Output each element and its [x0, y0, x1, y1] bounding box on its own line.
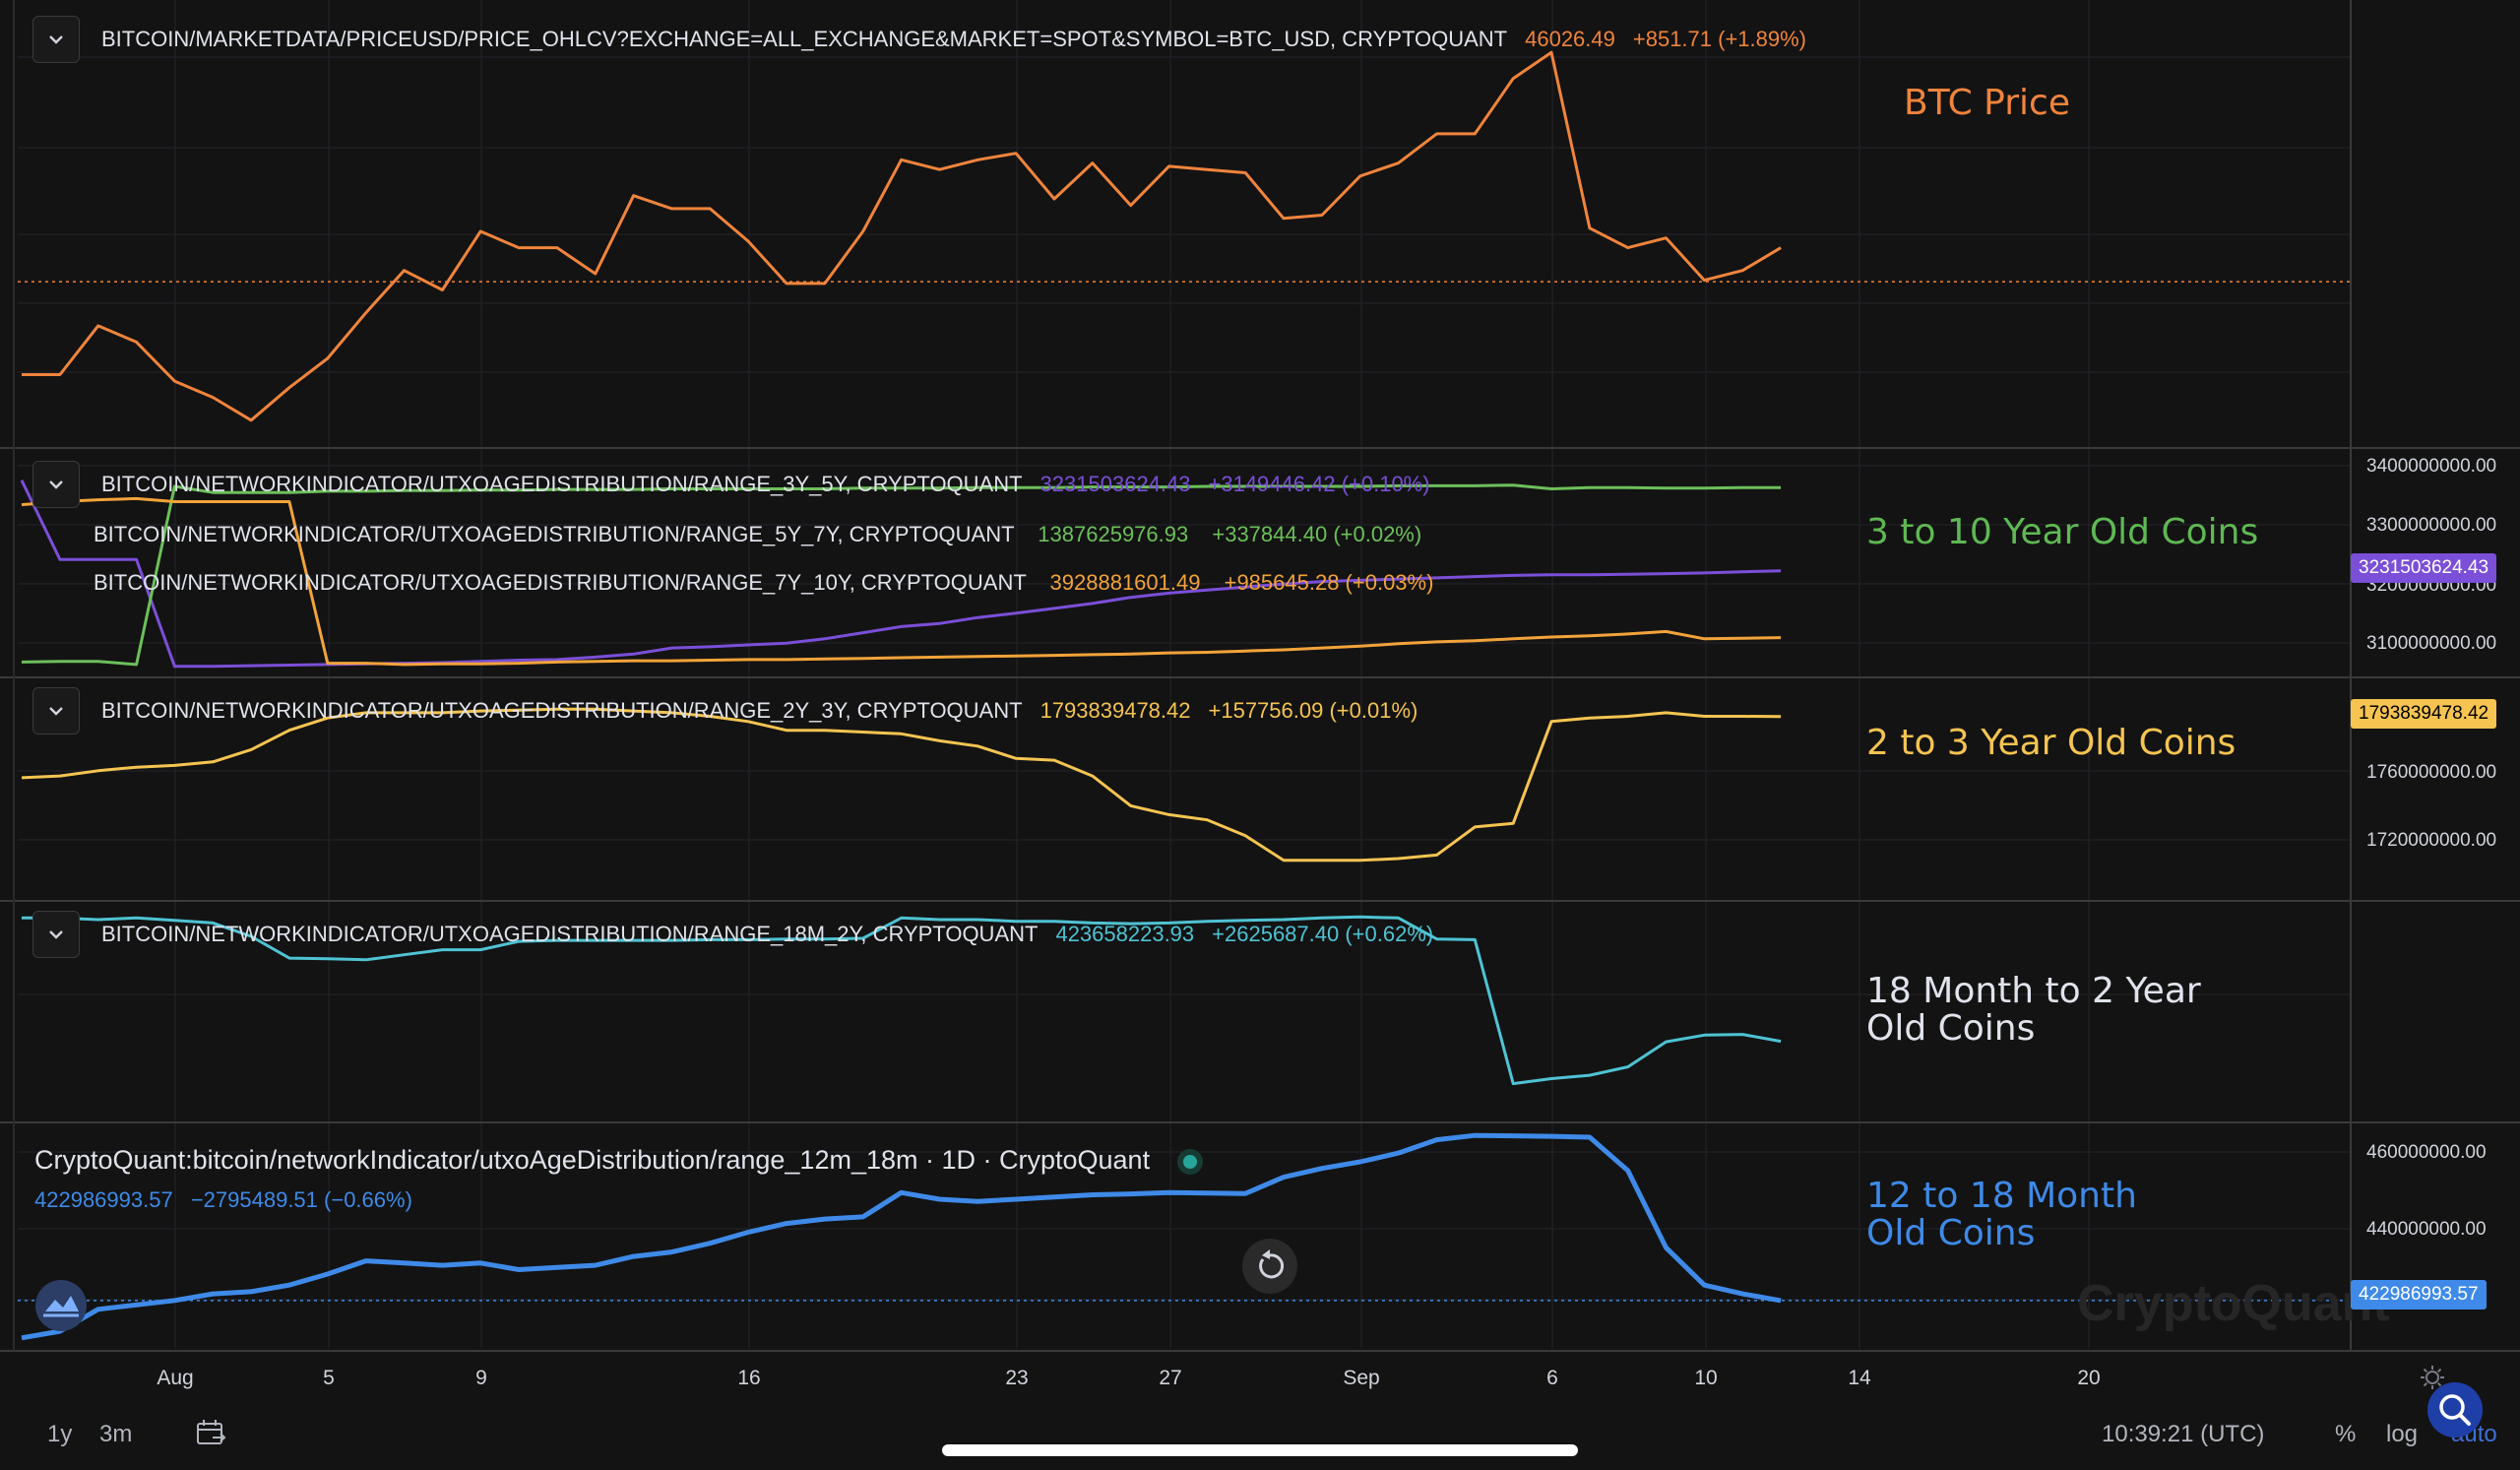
- home-indicator: [942, 1444, 1578, 1456]
- x-tick: 10: [1694, 1367, 1718, 1389]
- m12-18-legend-title: CryptoQuant:bitcoin/networkIndicator/utx…: [34, 1145, 1203, 1176]
- range-5y-7y-value: 1387625976.93: [1038, 522, 1189, 546]
- range-12m-18m-line: [21, 1132, 1782, 1341]
- range-12m-18m-label: CryptoQuant:bitcoin/networkIndicator/utx…: [34, 1145, 1151, 1175]
- range-3y-5y-value: 3231503624.43: [1040, 472, 1191, 496]
- range-18m-2y-label: BITCOIN/NETWORKINDICATOR/UTXOAGEDISTRIBU…: [101, 922, 1039, 946]
- m18-2y-pane-title: 18 Month to 2 Year Old Coins: [1866, 971, 2201, 1049]
- range-2y-3y-change: +157756.09 (+0.01%): [1208, 698, 1418, 723]
- x-tick: 9: [475, 1367, 487, 1389]
- last-value-badge: 422986993.57: [2351, 1280, 2487, 1310]
- x-tick: 23: [1005, 1367, 1029, 1389]
- range-3y-5y-label: BITCOIN/NETWORKINDICATOR/UTXOAGEDISTRIBU…: [101, 472, 1023, 496]
- range-7y-10y-value: 3928881601.49: [1049, 570, 1201, 595]
- range-12m-18m-change: −2795489.51 (−0.66%): [190, 1187, 412, 1212]
- axis-tick: 3400000000.00: [2366, 456, 2497, 477]
- m18-2y-collapse-button[interactable]: [32, 911, 80, 958]
- x-tick: Sep: [1343, 1367, 1380, 1389]
- old-coins-line-2: [21, 483, 1782, 667]
- btc-pane-title: BTC Price: [1904, 83, 2070, 123]
- range-18m-2y-line: [22, 915, 1782, 1086]
- calendar-range-icon[interactable]: [195, 1418, 228, 1447]
- btc-series-label: BITCOIN/MARKETDATA/PRICEUSD/PRICE_OHLCV?…: [101, 27, 1508, 51]
- range-7y-10y-change: +985645.28 (+0.03%): [1224, 570, 1434, 595]
- range-7y-10y-label: BITCOIN/NETWORKINDICATOR/UTXOAGEDISTRIBU…: [94, 570, 1027, 595]
- x-tick: 14: [1848, 1367, 1871, 1389]
- percent-scale-button[interactable]: %: [2335, 1421, 2357, 1447]
- range-2y-3y-line: [21, 707, 1782, 863]
- axis-tick: 440000000.00: [2366, 1219, 2487, 1240]
- old-coins-line-3: [21, 496, 1782, 667]
- x-tick: 20: [2077, 1367, 2101, 1389]
- two-three-pane-title: 2 to 3 Year Old Coins: [1866, 723, 2236, 763]
- reset-icon[interactable]: [1242, 1239, 1297, 1294]
- market-status-icon: [1176, 1148, 1203, 1175]
- btc-series-value: 46026.49: [1525, 27, 1615, 51]
- x-tick: 16: [737, 1367, 761, 1389]
- chevron-down-icon: [49, 930, 63, 939]
- cryptoquant-watermark: CryptoQuant: [2077, 1275, 2390, 1332]
- range-18m-2y-value: 423658223.93: [1055, 922, 1195, 946]
- old-coins-line-1: [20, 479, 1782, 669]
- range-3m-button[interactable]: 3m: [99, 1421, 133, 1447]
- range-18m-2y-change: +2625687.40 (+0.62%): [1212, 922, 1434, 946]
- old-coins-legend-row-3: BITCOIN/NETWORKINDICATOR/UTXOAGEDISTRIBU…: [94, 570, 1433, 596]
- range-3y-5y-change: +3149446.42 (+0.10%): [1208, 472, 1430, 496]
- two-three-legend: BITCOIN/NETWORKINDICATOR/UTXOAGEDISTRIBU…: [32, 687, 1418, 735]
- last-value-badge: 3231503624.43: [2351, 553, 2497, 583]
- range-2y-3y-value: 1793839478.42: [1040, 698, 1191, 723]
- m12-18-legend-values: 422986993.57 −2795489.51 (−0.66%): [34, 1187, 412, 1213]
- btc-series-change: +851.71 (+1.89%): [1632, 27, 1807, 51]
- old-coins-legend-row-1: BITCOIN/NETWORKINDICATOR/UTXOAGEDISTRIBU…: [32, 461, 1430, 508]
- old-coins-legend-row-2: BITCOIN/NETWORKINDICATOR/UTXOAGEDISTRIBU…: [94, 522, 1421, 547]
- btc-legend: BITCOIN/MARKETDATA/PRICEUSD/PRICE_OHLCV?…: [32, 16, 1806, 63]
- axis-tick: 3100000000.00: [2366, 633, 2497, 654]
- x-tick: 5: [323, 1367, 335, 1389]
- log-scale-button[interactable]: log: [2386, 1421, 2419, 1447]
- range-5y-7y-change: +337844.40 (+0.02%): [1212, 522, 1422, 546]
- btc-price-line: [22, 50, 1782, 422]
- x-tick: Aug: [157, 1367, 194, 1389]
- last-value-badge: 1793839478.42: [2351, 699, 2497, 729]
- x-tick: 6: [1546, 1367, 1558, 1389]
- axis-tick: 1760000000.00: [2366, 762, 2497, 783]
- search-icon[interactable]: [2427, 1382, 2483, 1438]
- axis-tick: 1720000000.00: [2366, 830, 2497, 851]
- chevron-down-icon: [49, 707, 63, 716]
- old-coins-collapse-button[interactable]: [32, 461, 80, 508]
- axis-tick: 3300000000.00: [2366, 515, 2497, 536]
- old-coins-pane-title: 3 to 10 Year Old Coins: [1866, 512, 2259, 552]
- range-1y-button[interactable]: 1y: [47, 1421, 73, 1447]
- cryptoquant-logo-icon[interactable]: [35, 1280, 87, 1331]
- range-5y-7y-label: BITCOIN/NETWORKINDICATOR/UTXOAGEDISTRIBU…: [94, 522, 1015, 546]
- x-tick: 27: [1159, 1367, 1182, 1389]
- m12-18-pane-title: 12 to 18 Month Old Coins: [1866, 1176, 2137, 1253]
- two-three-collapse-button[interactable]: [32, 687, 80, 735]
- range-2y-3y-label: BITCOIN/NETWORKINDICATOR/UTXOAGEDISTRIBU…: [101, 698, 1023, 723]
- chevron-down-icon: [49, 35, 63, 44]
- clock-time: 10:39:21 (UTC): [2102, 1421, 2265, 1447]
- axis-tick: 460000000.00: [2366, 1142, 2487, 1163]
- range-12m-18m-value: 422986993.57: [34, 1187, 173, 1212]
- chevron-down-icon: [49, 480, 63, 489]
- m18-2y-legend: BITCOIN/NETWORKINDICATOR/UTXOAGEDISTRIBU…: [32, 911, 1433, 958]
- btc-collapse-button[interactable]: [32, 16, 80, 63]
